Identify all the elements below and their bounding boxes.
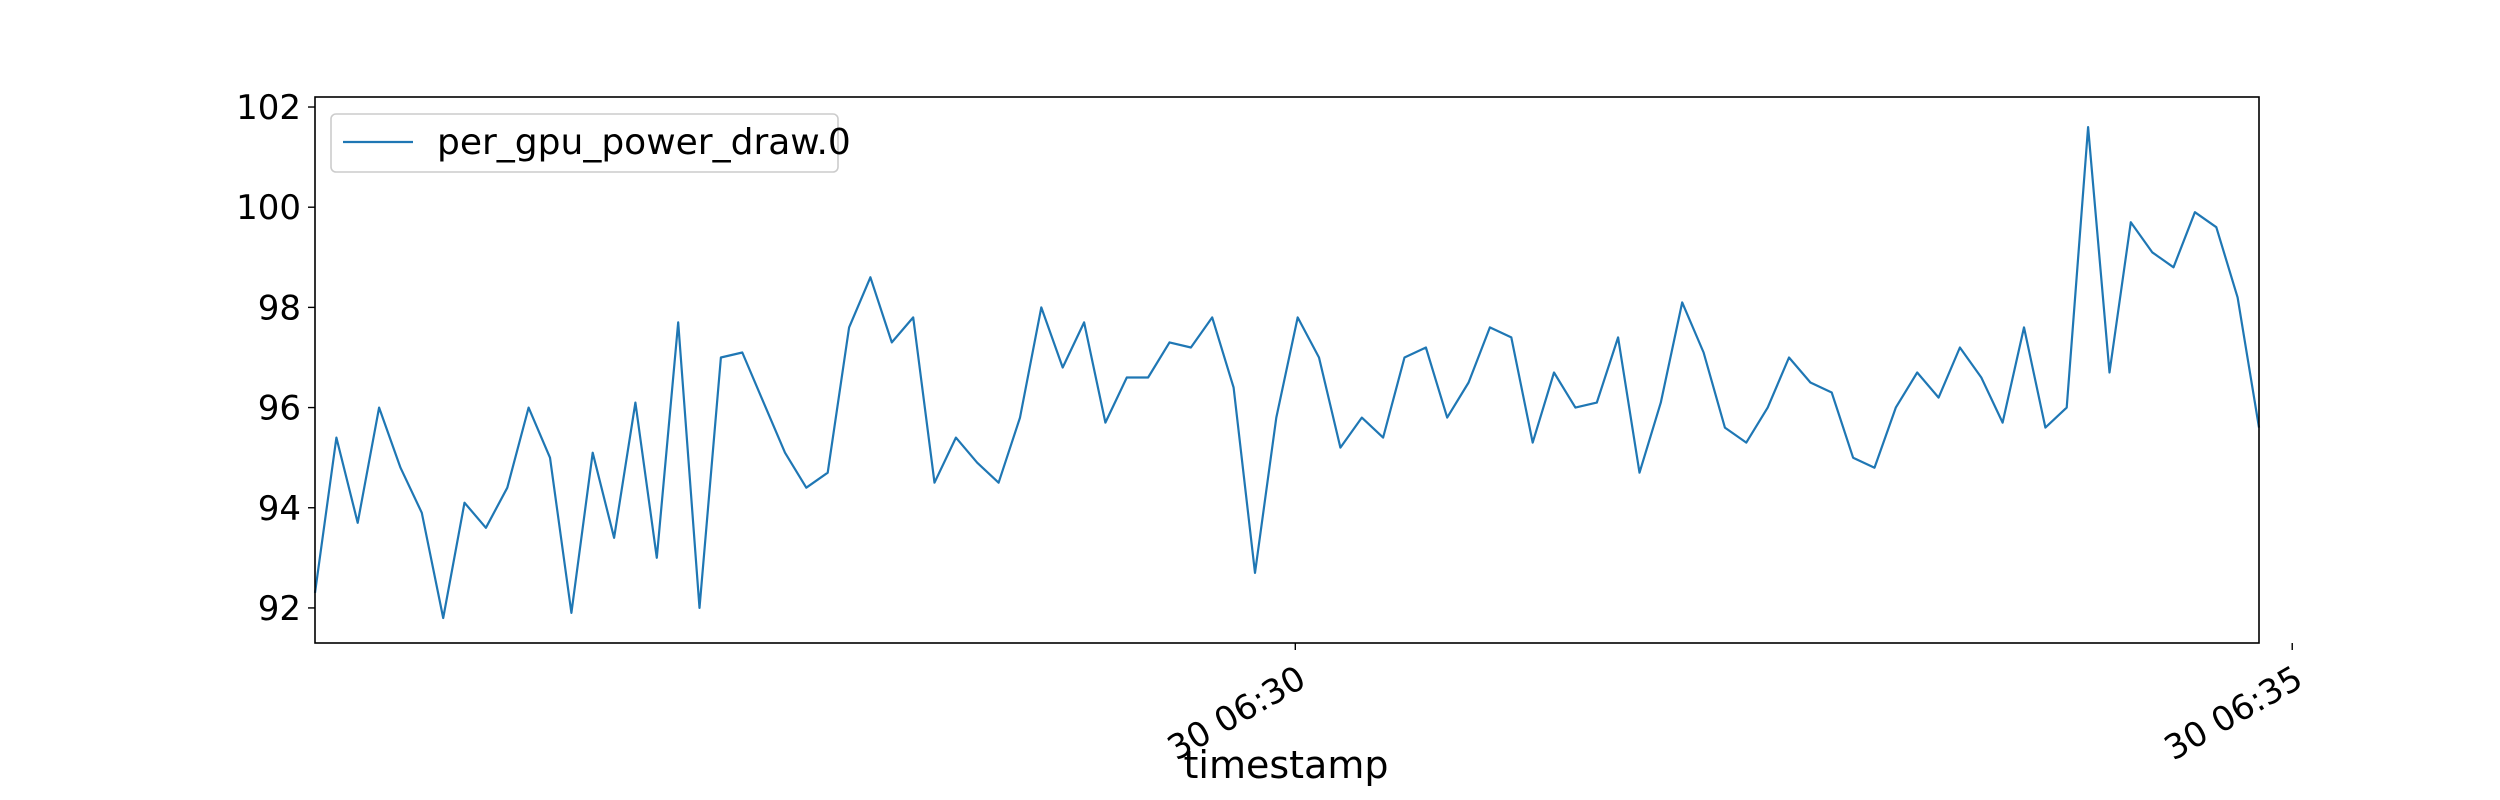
y-tick-label: 96 [258, 389, 301, 429]
legend-label: per_gpu_power_draw.0 [437, 122, 851, 163]
legend: per_gpu_power_draw.0 [330, 113, 851, 173]
y-tick-label: 100 [236, 188, 301, 228]
plot-area-frame [314, 96, 2260, 644]
y-tick-label: 102 [236, 88, 301, 128]
y-tick-label: 98 [258, 288, 301, 328]
series-layer [313, 125, 2261, 620]
y-tick-label: 94 [258, 489, 301, 529]
legend-box [330, 113, 839, 173]
series-line-power-draw [313, 125, 2261, 620]
x-axis-title: timestamp [1184, 743, 1389, 787]
y-tick-label: 92 [258, 589, 301, 629]
y-axis-ticks: 92 94 96 98 100 102 [236, 88, 315, 629]
